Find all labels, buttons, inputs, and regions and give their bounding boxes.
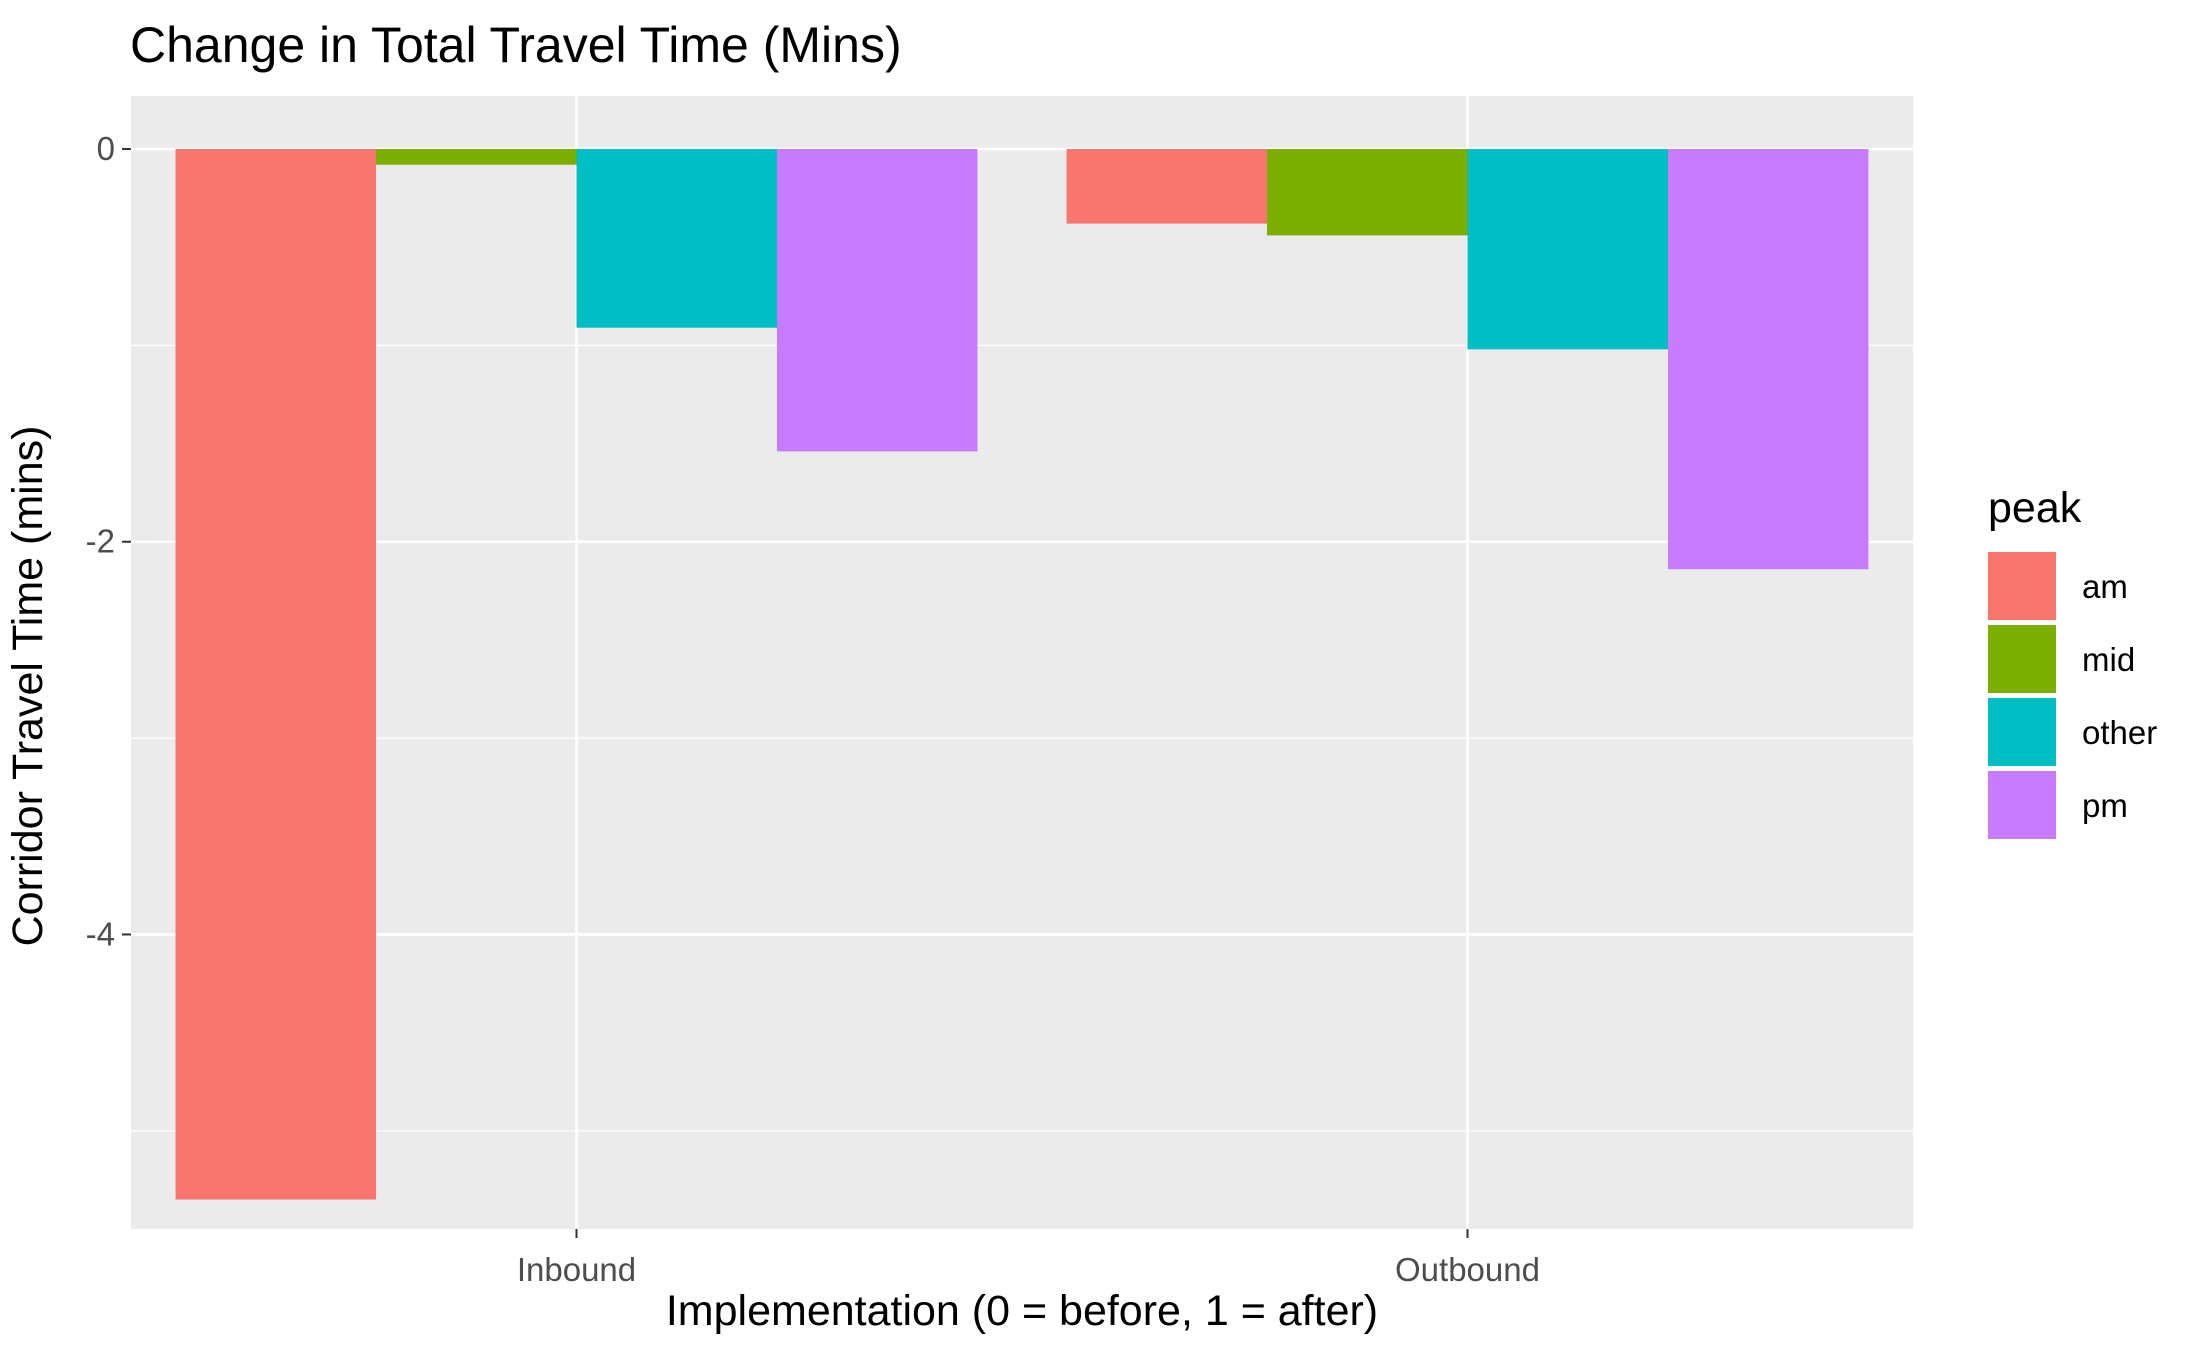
legend-key-mid <box>1988 625 2056 693</box>
bar-other-inbound <box>576 149 777 328</box>
legend-label-other: other <box>2082 714 2157 751</box>
y-axis-title: Corridor Travel Time (mins) <box>4 426 52 947</box>
bar-pm-inbound <box>776 149 978 452</box>
x-axis-title: Implementation (0 = before, 1 = after) <box>666 1287 1378 1335</box>
legend: peak am mid other pm <box>1988 484 2157 839</box>
x-tick-label: Outbound <box>1395 1251 1540 1288</box>
x-axis: Inbound Outbound <box>517 1229 1540 1288</box>
bar-pm-outbound <box>1667 149 1869 570</box>
bar-mid-inbound <box>376 149 577 165</box>
bar-am-outbound <box>1066 149 1268 224</box>
y-tick-label: -2 <box>86 523 115 560</box>
legend-title: peak <box>1988 484 2082 532</box>
bar-am-inbound <box>175 149 377 1200</box>
y-axis: 0 -2 -4 <box>86 130 131 952</box>
legend-key-pm <box>1988 771 2056 839</box>
bar-mid-outbound <box>1267 149 1468 236</box>
x-tick-label: Inbound <box>517 1251 636 1288</box>
legend-key-am <box>1988 552 2056 620</box>
bar-other-outbound <box>1467 149 1668 350</box>
legend-label-pm: pm <box>2082 787 2128 824</box>
chart-title: Change in Total Travel Time (Mins) <box>130 17 902 73</box>
legend-label-mid: mid <box>2082 641 2135 678</box>
legend-label-am: am <box>2082 568 2128 605</box>
bars <box>175 149 1869 1200</box>
legend-key-other <box>1988 698 2056 766</box>
y-tick-label: -4 <box>86 915 115 952</box>
y-tick-label: 0 <box>97 130 115 167</box>
